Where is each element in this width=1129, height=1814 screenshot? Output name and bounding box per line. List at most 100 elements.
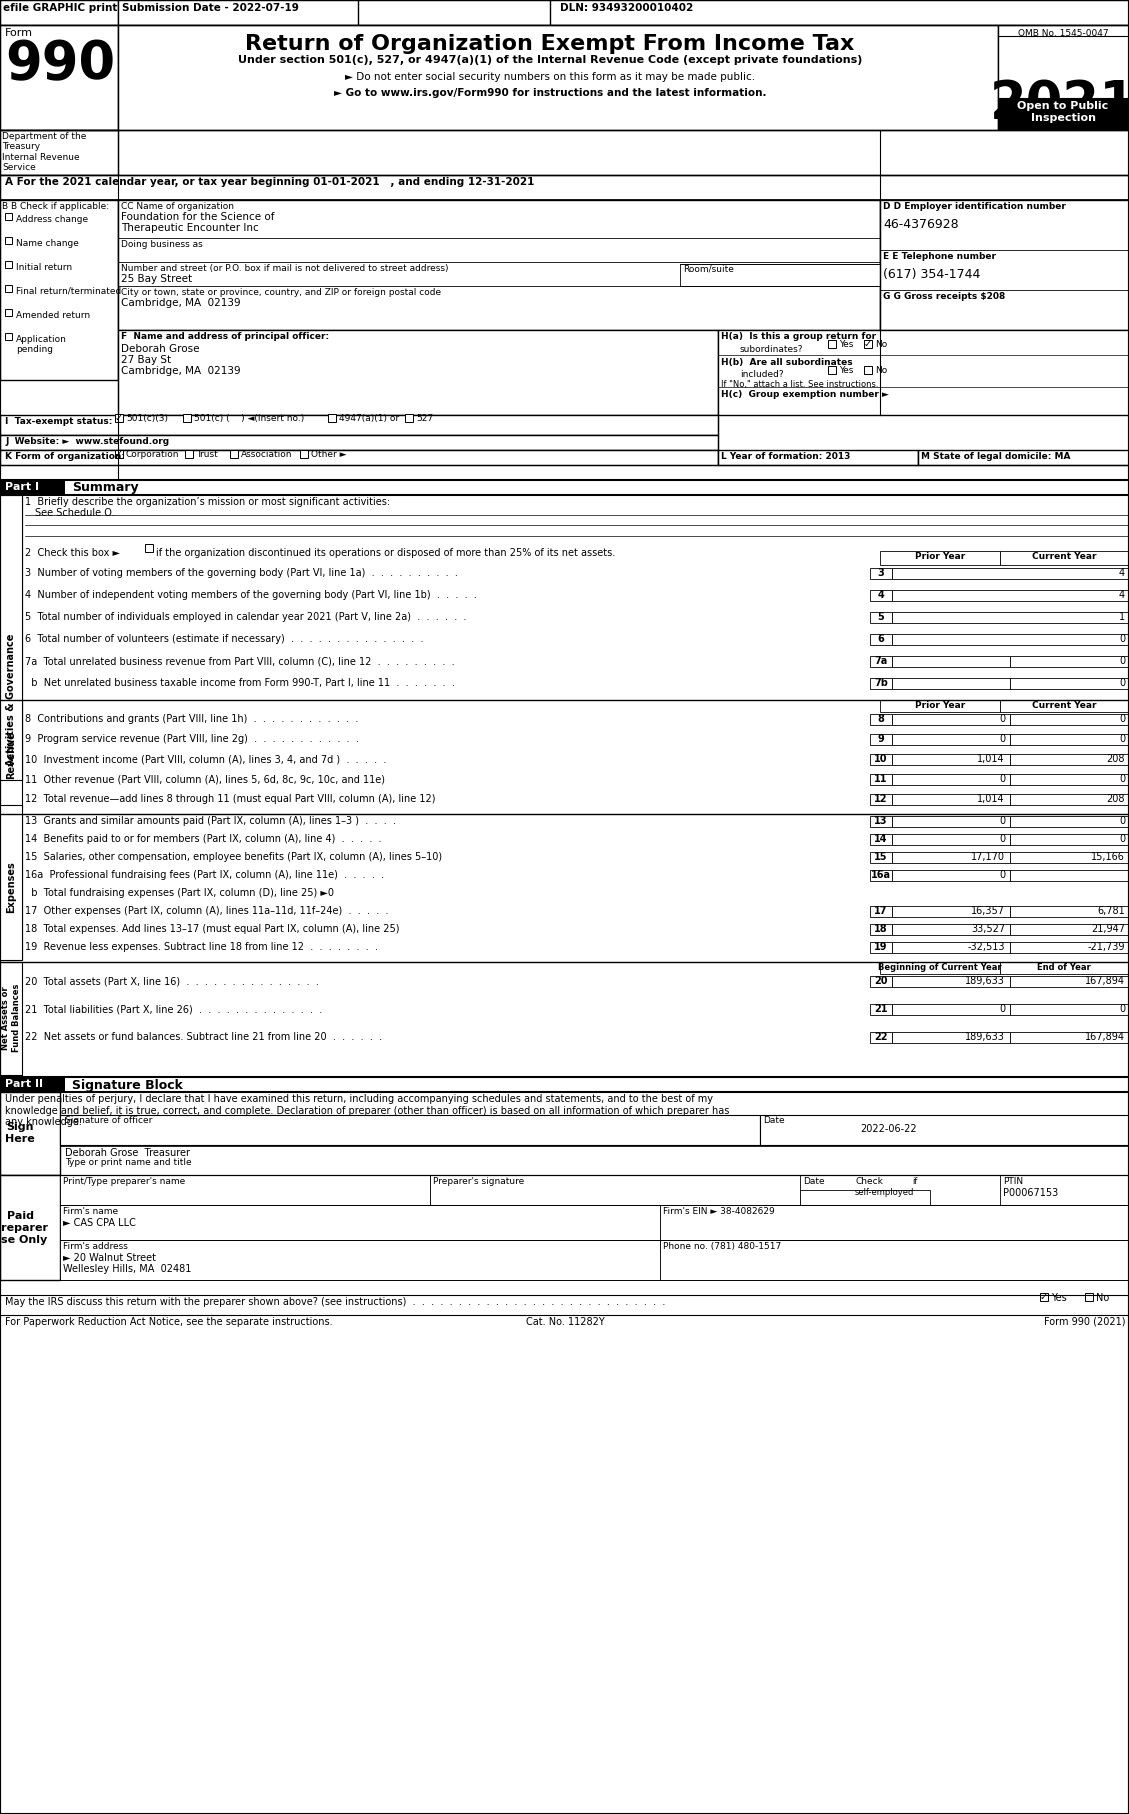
Text: 16a  Professional fundraising fees (Part IX, column (A), line 11e)  .  .  .  .  : 16a Professional fundraising fees (Part … <box>25 871 384 880</box>
Bar <box>0 1175 60 1281</box>
Text: b  Net unrelated business taxable income from Form 990-T, Part I, line 11  .  . : b Net unrelated business taxable income … <box>25 678 455 688</box>
Text: 1  Briefly describe the organization’s mission or most significant activities:: 1 Briefly describe the organization’s mi… <box>25 497 391 506</box>
Text: 1,014: 1,014 <box>978 755 1005 764</box>
Bar <box>918 450 1129 464</box>
Bar <box>1010 871 1129 882</box>
Text: Other ►: Other ► <box>310 450 347 459</box>
Text: City or town, state or province, country, and ZIP or foreign postal code: City or town, state or province, country… <box>121 288 441 297</box>
Text: 2022-06-22: 2022-06-22 <box>860 1125 917 1134</box>
Text: E E Telephone number: E E Telephone number <box>883 252 996 261</box>
Bar <box>892 568 1129 579</box>
Text: ► CAS CPA LLC: ► CAS CPA LLC <box>63 1217 135 1228</box>
Bar <box>1010 923 1129 934</box>
Text: 16a: 16a <box>870 871 891 880</box>
Bar <box>0 131 119 174</box>
Text: OMB No. 1545-0047: OMB No. 1545-0047 <box>1017 29 1109 38</box>
Text: 25 Bay Street: 25 Bay Street <box>121 274 192 285</box>
Text: F  Name and address of principal officer:: F Name and address of principal officer: <box>121 332 330 341</box>
Text: (617) 354-1744: (617) 354-1744 <box>883 268 980 281</box>
Bar <box>5 238 12 245</box>
Text: ► Do not enter social security numbers on this form as it may be made public.: ► Do not enter social security numbers o… <box>345 73 755 82</box>
Text: 18  Total expenses. Add lines 13–17 (must equal Part IX, column (A), line 25): 18 Total expenses. Add lines 13–17 (must… <box>25 923 400 934</box>
Bar <box>0 700 21 811</box>
Bar <box>0 435 718 450</box>
Bar <box>1000 700 1129 713</box>
Bar <box>870 1032 892 1043</box>
Text: 0: 0 <box>1119 775 1124 784</box>
Text: ✓: ✓ <box>115 450 123 459</box>
Bar <box>998 25 1129 131</box>
Text: 1,014: 1,014 <box>978 795 1005 804</box>
Bar <box>892 635 1129 646</box>
Text: 6  Total number of volunteers (estimate if necessary)  .  .  .  .  .  .  .  .  .: 6 Total number of volunteers (estimate i… <box>25 635 423 644</box>
Bar <box>800 1190 930 1204</box>
Text: 12: 12 <box>874 795 887 804</box>
Text: Date: Date <box>803 1177 824 1186</box>
Bar <box>892 905 1010 918</box>
Text: See Schedule O.: See Schedule O. <box>35 508 114 519</box>
Text: 4947(a)(1) or: 4947(a)(1) or <box>339 414 400 423</box>
Bar <box>1040 1293 1048 1301</box>
Text: Expenses: Expenses <box>6 862 16 912</box>
Text: 15: 15 <box>874 853 887 862</box>
Bar <box>892 816 1010 827</box>
Bar <box>1010 816 1129 827</box>
Text: M State of legal domicile: MA: M State of legal domicile: MA <box>921 452 1070 461</box>
Bar <box>870 755 892 766</box>
Text: 33,527: 33,527 <box>971 923 1005 934</box>
Text: Deborah Grose  Treasurer: Deborah Grose Treasurer <box>65 1148 190 1157</box>
Text: 0: 0 <box>999 735 1005 744</box>
Bar <box>0 495 21 780</box>
Bar <box>1010 657 1129 668</box>
Text: PTIN: PTIN <box>1003 1177 1023 1186</box>
Bar <box>60 1175 430 1204</box>
Text: 10: 10 <box>874 755 887 764</box>
Text: 0: 0 <box>999 816 1005 825</box>
Bar <box>0 814 21 960</box>
Bar <box>892 590 1129 600</box>
Bar <box>870 568 892 579</box>
Bar <box>828 366 835 374</box>
Bar <box>115 414 123 423</box>
Text: If "No," attach a list. See instructions.: If "No," attach a list. See instructions… <box>721 379 878 388</box>
Text: A For the 2021 calendar year, or tax year beginning 01-01-2021   , and ending 12: A For the 2021 calendar year, or tax yea… <box>5 178 534 187</box>
Bar <box>0 415 718 435</box>
Bar <box>870 611 892 622</box>
Text: Part II: Part II <box>5 1079 43 1088</box>
Text: 13: 13 <box>874 816 887 825</box>
Bar <box>329 414 336 423</box>
Bar <box>892 871 1010 882</box>
Bar <box>892 1003 1010 1016</box>
Text: 17: 17 <box>874 905 887 916</box>
Text: For Paperwork Reduction Act Notice, see the separate instructions.: For Paperwork Reduction Act Notice, see … <box>5 1317 333 1328</box>
Bar <box>0 805 21 960</box>
Bar <box>300 450 308 457</box>
Bar <box>230 450 238 457</box>
Text: 208: 208 <box>1106 755 1124 764</box>
Text: self-employed: self-employed <box>855 1188 914 1197</box>
Text: 5  Total number of individuals employed in calendar year 2021 (Part V, line 2a) : 5 Total number of individuals employed i… <box>25 611 466 622</box>
Text: 0: 0 <box>1119 678 1124 688</box>
Text: 189,633: 189,633 <box>965 1032 1005 1041</box>
Text: Under penalties of perjury, I declare that I have examined this return, includin: Under penalties of perjury, I declare th… <box>5 1094 729 1126</box>
Text: 0: 0 <box>999 871 1005 880</box>
Text: 4: 4 <box>1119 590 1124 600</box>
Text: 19: 19 <box>874 941 887 952</box>
Bar <box>892 941 1010 952</box>
Text: Signature of officer: Signature of officer <box>65 1116 152 1125</box>
Bar <box>1010 1032 1129 1043</box>
Text: -21,739: -21,739 <box>1087 941 1124 952</box>
Text: Yes: Yes <box>1051 1293 1067 1302</box>
Bar <box>892 735 1010 746</box>
Text: Beginning of Current Year: Beginning of Current Year <box>878 963 1001 972</box>
Text: 21  Total liabilities (Part X, line 26)  .  .  .  .  .  .  .  .  .  .  .  .  .  : 21 Total liabilities (Part X, line 26) .… <box>25 1003 322 1014</box>
Text: Part I: Part I <box>5 483 40 492</box>
Bar <box>183 414 191 423</box>
Text: B B Check if applicable:: B B Check if applicable: <box>2 201 110 210</box>
Text: Trust: Trust <box>196 450 218 459</box>
Text: 990: 990 <box>5 38 115 91</box>
Text: 15,166: 15,166 <box>1091 853 1124 862</box>
Text: P00067153: P00067153 <box>1003 1188 1058 1197</box>
Bar <box>892 853 1010 863</box>
Text: Print/Type preparer's name: Print/Type preparer's name <box>63 1177 185 1186</box>
